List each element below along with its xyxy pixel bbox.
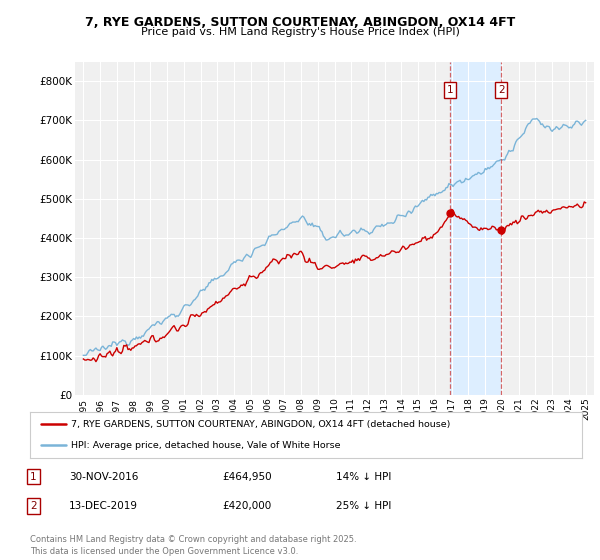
Text: 7, RYE GARDENS, SUTTON COURTENAY, ABINGDON, OX14 4FT: 7, RYE GARDENS, SUTTON COURTENAY, ABINGD… [85, 16, 515, 29]
Text: Price paid vs. HM Land Registry's House Price Index (HPI): Price paid vs. HM Land Registry's House … [140, 27, 460, 37]
Text: £420,000: £420,000 [222, 501, 271, 511]
Text: 25% ↓ HPI: 25% ↓ HPI [336, 501, 391, 511]
Text: £464,950: £464,950 [222, 472, 272, 482]
Bar [451, 62, 501, 395]
Text: 13-DEC-2019: 13-DEC-2019 [69, 501, 138, 511]
Text: 30-NOV-2016: 30-NOV-2016 [69, 472, 139, 482]
Text: HPI: Average price, detached house, Vale of White Horse: HPI: Average price, detached house, Vale… [71, 441, 341, 450]
Text: 7, RYE GARDENS, SUTTON COURTENAY, ABINGDON, OX14 4FT (detached house): 7, RYE GARDENS, SUTTON COURTENAY, ABINGD… [71, 420, 451, 429]
Text: Contains HM Land Registry data © Crown copyright and database right 2025.
This d: Contains HM Land Registry data © Crown c… [30, 535, 356, 556]
Text: 14% ↓ HPI: 14% ↓ HPI [336, 472, 391, 482]
Text: 1: 1 [30, 472, 37, 482]
Text: 2: 2 [30, 501, 37, 511]
Text: 2: 2 [498, 85, 505, 95]
Text: 1: 1 [447, 85, 454, 95]
